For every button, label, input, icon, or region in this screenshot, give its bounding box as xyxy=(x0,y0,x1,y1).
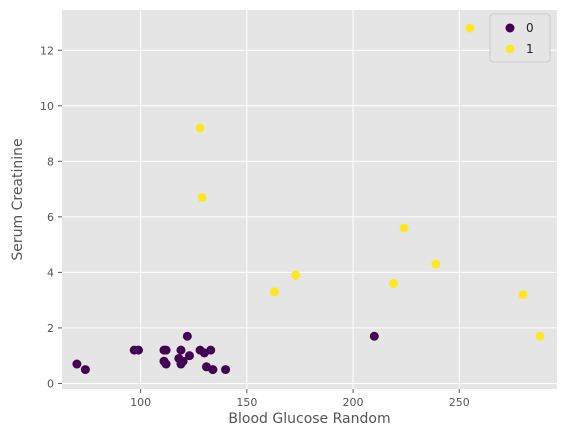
data-point-series-0 xyxy=(221,365,231,375)
x-tick-label: 200 xyxy=(343,396,364,409)
data-point-series-1 xyxy=(399,223,409,233)
y-tick-label: 10 xyxy=(40,100,54,113)
grid xyxy=(62,10,557,389)
data-point-series-1 xyxy=(388,278,398,288)
y-axis-label: Serum Creatinine xyxy=(10,138,26,260)
data-point-series-1 xyxy=(431,259,441,269)
data-point-series-0 xyxy=(369,331,379,341)
y-tick-label: 6 xyxy=(47,211,54,224)
legend-box xyxy=(489,13,551,63)
data-point-series-1 xyxy=(291,270,301,280)
data-point-series-1 xyxy=(535,331,545,341)
legend-label: 0 xyxy=(526,21,534,35)
data-point-series-0 xyxy=(178,356,188,366)
data-point-series-0 xyxy=(161,345,171,355)
data-point-series-0 xyxy=(182,331,192,341)
y-tick-label: 0 xyxy=(47,377,54,390)
data-point-series-0 xyxy=(80,365,90,375)
data-point-series-1 xyxy=(465,23,475,33)
data-points xyxy=(72,23,545,375)
legend-marker xyxy=(505,23,515,33)
data-point-series-0 xyxy=(208,365,218,375)
data-point-series-0 xyxy=(184,351,194,361)
data-point-series-0 xyxy=(133,345,143,355)
data-point-series-1 xyxy=(197,192,207,202)
x-tick-label: 100 xyxy=(130,396,151,409)
plot-background xyxy=(62,10,557,389)
data-point-series-0 xyxy=(176,345,186,355)
data-point-series-0 xyxy=(72,359,82,369)
data-point-series-1 xyxy=(195,123,205,133)
data-point-series-0 xyxy=(161,359,171,369)
axis-ticks: 100 150 200 250 0 2 4 6 8 10 12 xyxy=(40,44,470,409)
data-point-series-1 xyxy=(269,287,279,297)
data-point-series-0 xyxy=(206,345,216,355)
y-tick-label: 2 xyxy=(47,322,54,335)
y-tick-label: 4 xyxy=(47,266,54,279)
y-tick-label: 12 xyxy=(40,44,54,57)
legend-marker xyxy=(505,44,515,54)
x-tick-label: 250 xyxy=(449,396,470,409)
y-tick-label: 8 xyxy=(47,155,54,168)
data-point-series-1 xyxy=(518,290,528,300)
x-axis-label: Blood Glucose Random xyxy=(228,411,390,427)
legend-label: 1 xyxy=(526,42,534,56)
x-tick-label: 150 xyxy=(236,396,257,409)
legend: 01 xyxy=(489,13,551,63)
